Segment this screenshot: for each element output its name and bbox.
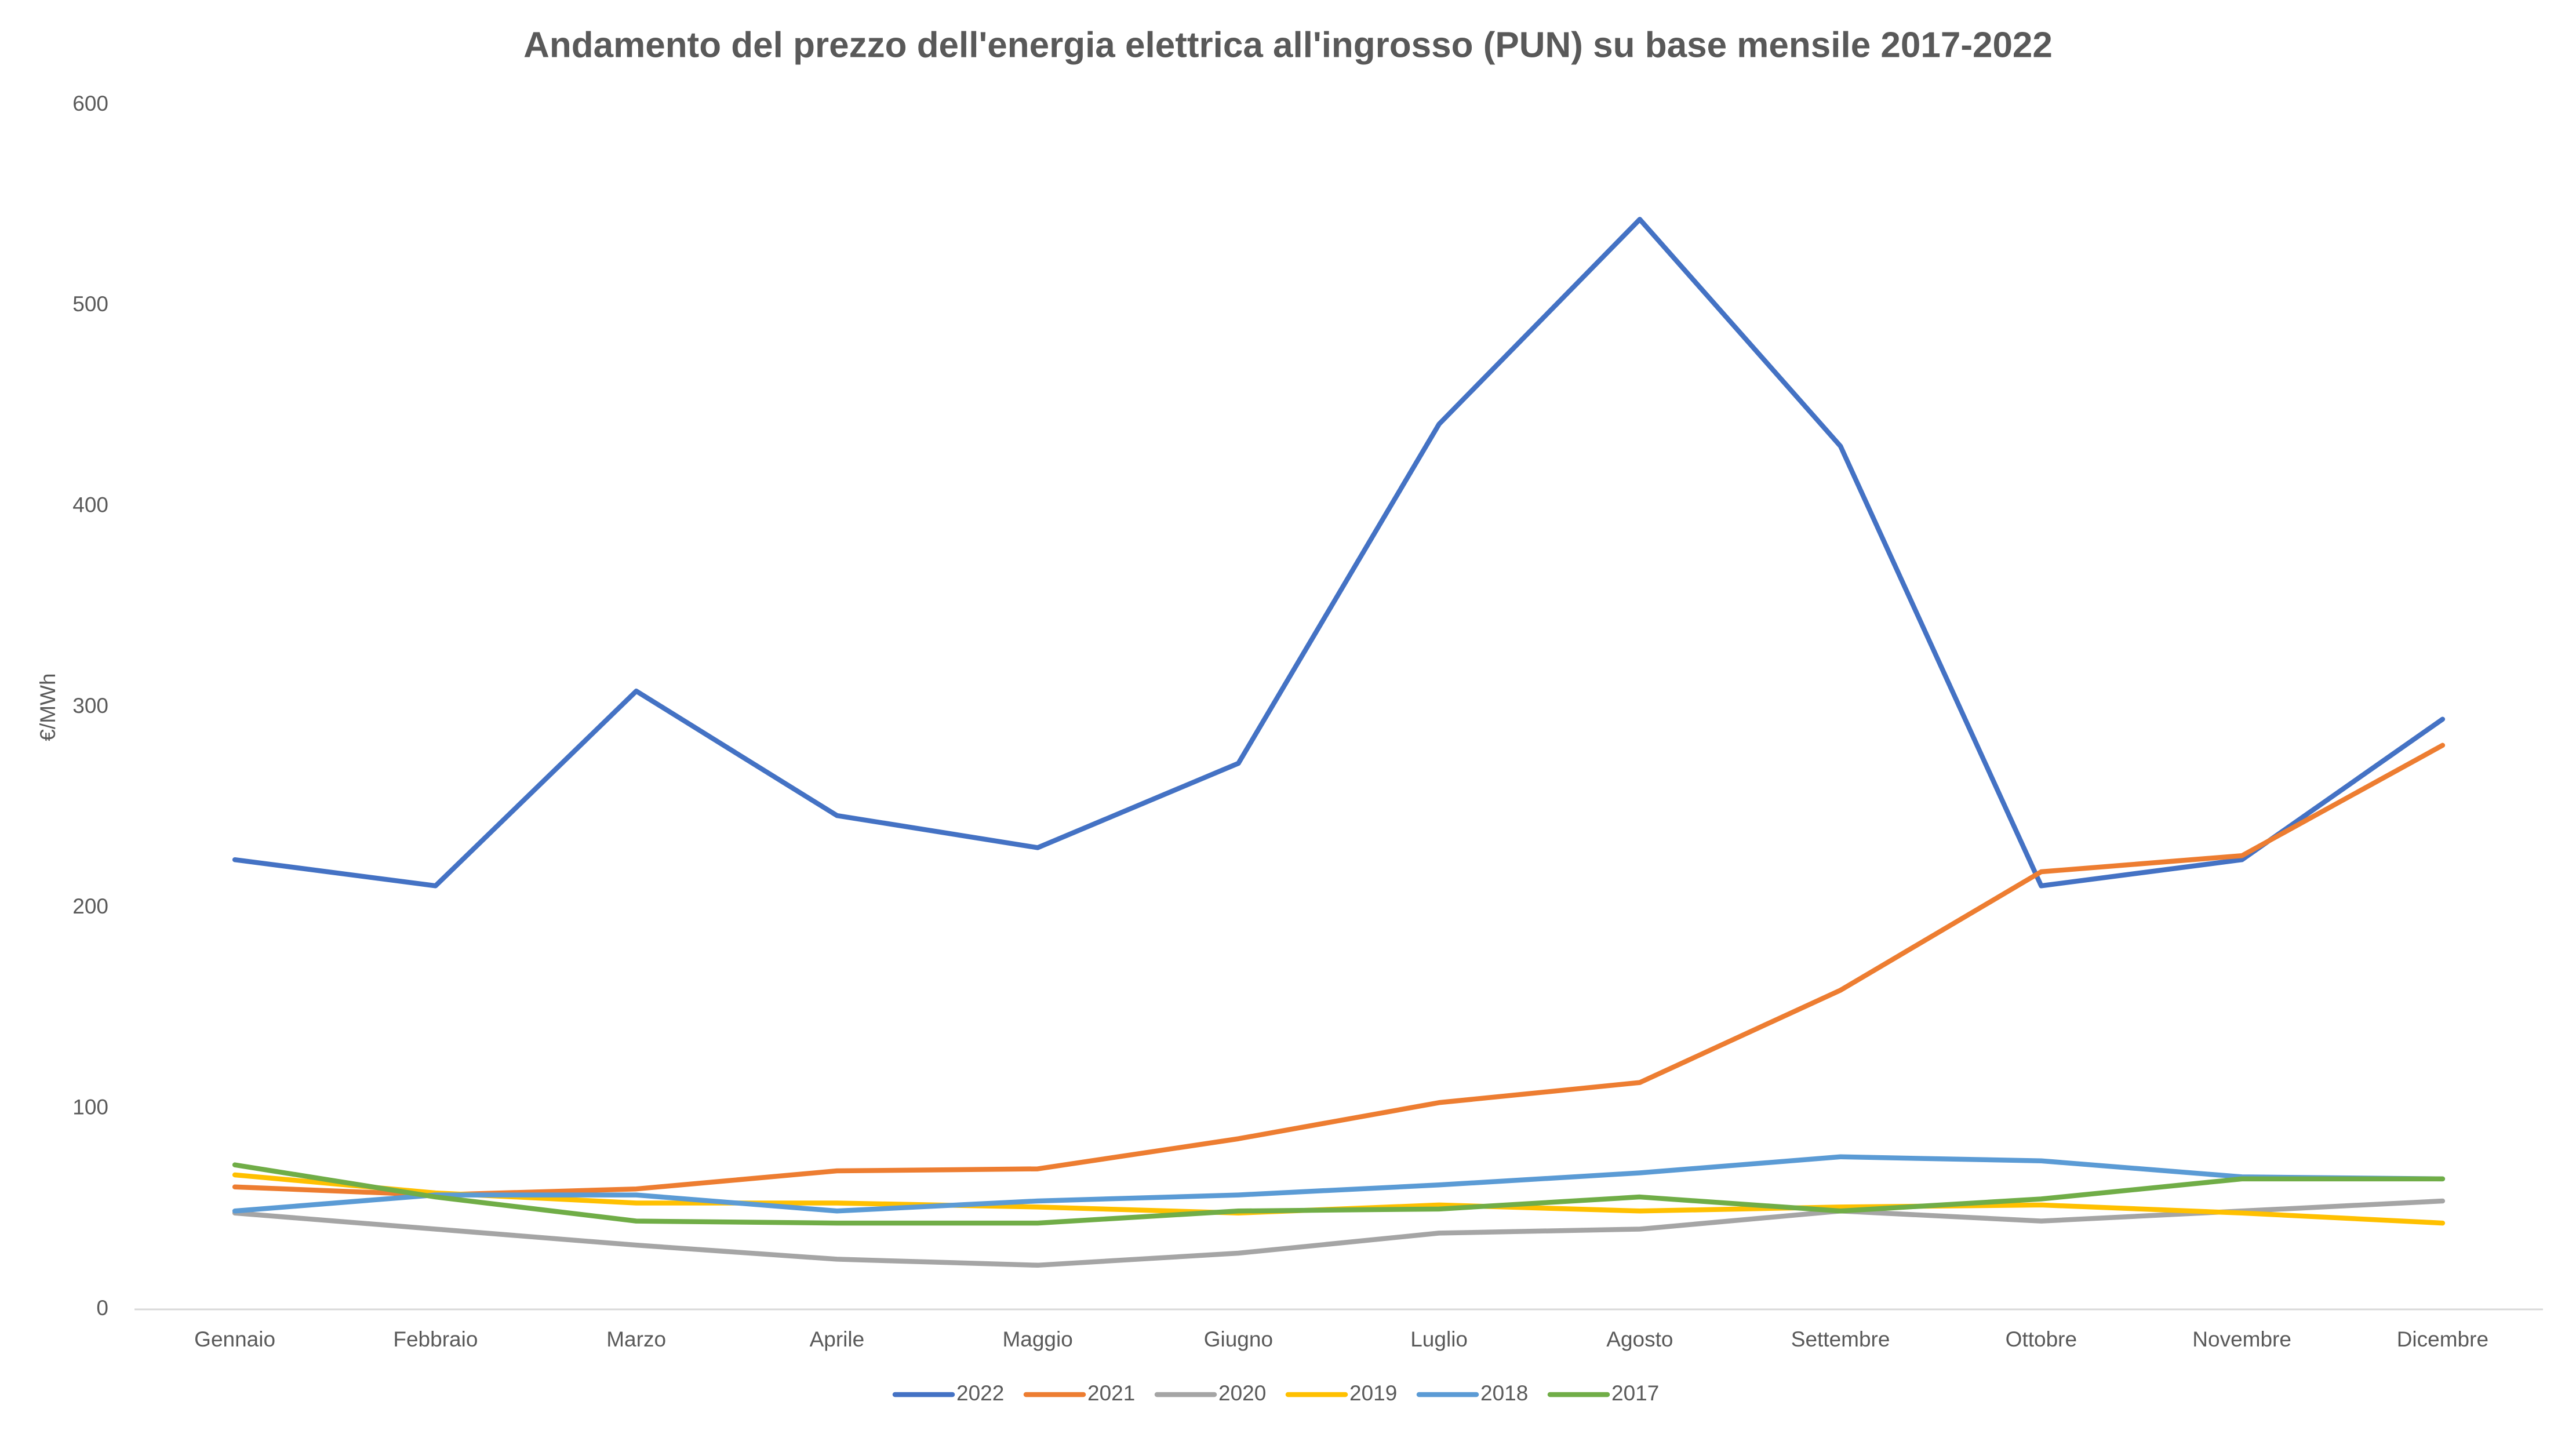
x-tick-label: Giugno (1204, 1327, 1273, 1351)
series-line (232, 217, 2446, 889)
series-line (232, 1162, 2446, 1226)
legend-label: 2017 (1611, 1381, 1659, 1405)
x-tick-label: Maggio (1002, 1327, 1072, 1351)
y-tick-label: 500 (72, 292, 108, 316)
y-tick-label: 200 (72, 894, 108, 918)
series-line (232, 743, 2446, 1198)
legend-label: 2020 (1218, 1381, 1266, 1405)
legend-label: 2021 (1087, 1381, 1135, 1405)
x-tick-label: Marzo (606, 1327, 666, 1351)
x-tick-label: Dicembre (2397, 1327, 2488, 1351)
x-tick-label: Luglio (1410, 1327, 1468, 1351)
y-tick-label: 400 (72, 493, 108, 516)
x-tick-label: Settembre (1791, 1327, 1890, 1351)
legend-label: 2018 (1480, 1381, 1528, 1405)
legend-label: 2022 (956, 1381, 1004, 1405)
y-tick-label: 100 (72, 1095, 108, 1119)
x-tick-label: Agosto (1606, 1327, 1673, 1351)
y-tick-label: 300 (72, 694, 108, 718)
y-axis-title: €/MWh (36, 673, 60, 741)
y-tick-label: 600 (72, 92, 108, 115)
series-line (232, 1154, 2446, 1214)
y-tick-label: 0 (96, 1296, 108, 1320)
legend-label: 2019 (1349, 1381, 1397, 1405)
chart-title: Andamento del prezzo dell'energia elettr… (523, 25, 2053, 65)
x-tick-label: Febbraio (393, 1327, 478, 1351)
x-tick-label: Aprile (810, 1327, 865, 1351)
x-tick-label: Ottobre (2006, 1327, 2077, 1351)
x-tick-label: Novembre (2192, 1327, 2291, 1351)
x-tick-label: Gennaio (194, 1327, 275, 1351)
series-line (232, 1198, 2446, 1268)
